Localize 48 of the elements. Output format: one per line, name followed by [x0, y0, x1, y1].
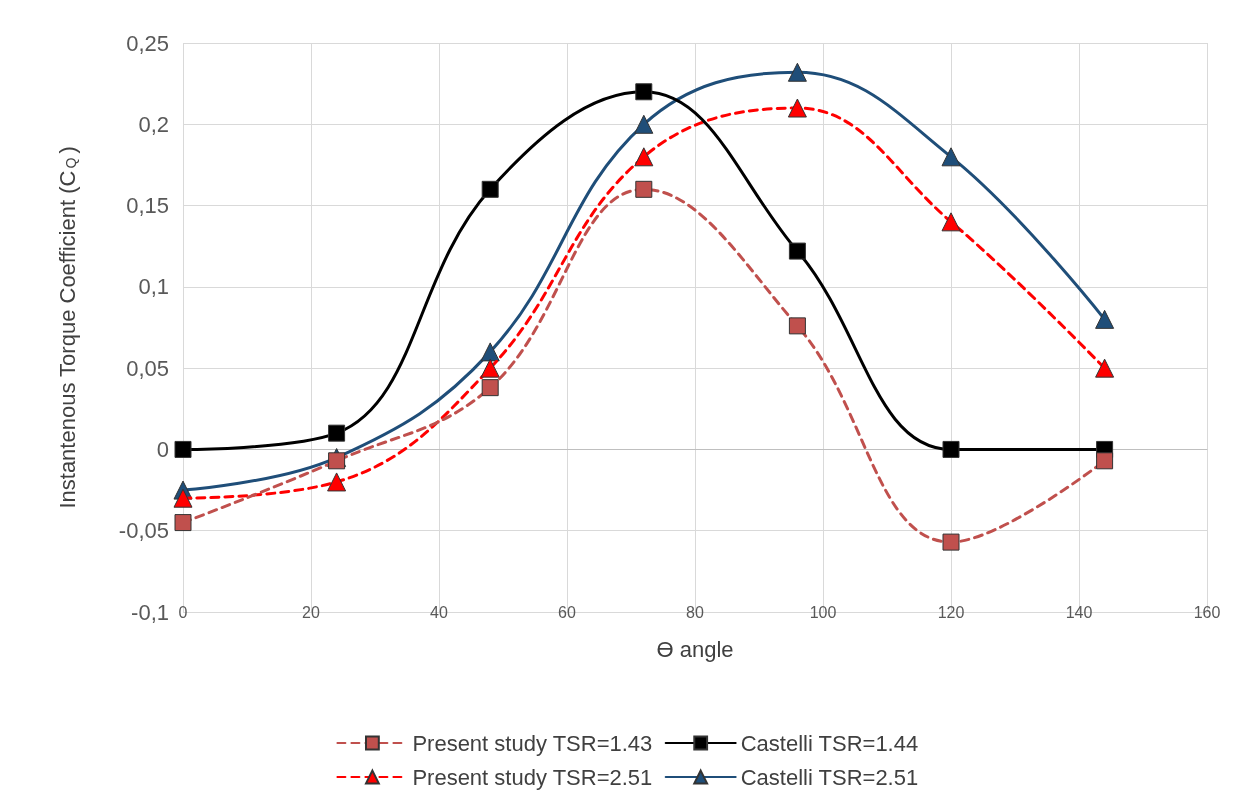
point — [788, 317, 806, 335]
point — [634, 147, 654, 167]
x-tick-label: 60 — [558, 603, 576, 621]
y-tick-label: 0,15 — [126, 193, 169, 219]
point — [787, 98, 807, 118]
y-tick-label: 0,25 — [126, 30, 169, 56]
point — [942, 533, 960, 551]
point — [328, 424, 346, 442]
y-axis-title: Instantenous Torque Coefficient (CQ) — [54, 146, 80, 509]
point — [787, 62, 807, 82]
legend-label: Present study TSR=2.51 — [412, 764, 653, 790]
legend-label: Castelli TSR=1.44 — [740, 730, 919, 756]
x-tick-label: 160 — [1193, 603, 1221, 621]
point — [634, 114, 654, 134]
legend-label: Castelli TSR=2.51 — [740, 764, 919, 790]
point — [481, 180, 499, 198]
point — [174, 440, 192, 458]
x-tick-label: 20 — [302, 603, 320, 621]
point — [941, 212, 961, 232]
y-tick-label: -0,1 — [131, 599, 169, 625]
point — [941, 147, 961, 167]
y-tick-label: 0,05 — [126, 355, 169, 381]
x-tick-label: 140 — [1065, 603, 1093, 621]
legend-label: Present study TSR=1.43 — [412, 730, 653, 756]
point — [635, 83, 653, 101]
point — [481, 379, 499, 397]
point — [788, 242, 806, 260]
point — [327, 472, 347, 492]
point — [480, 342, 500, 362]
x-tick-label: 80 — [686, 603, 704, 621]
y-tick-label: 0,2 — [138, 111, 169, 137]
point — [174, 514, 192, 532]
x-tick-label: 40 — [430, 603, 448, 621]
point — [1095, 309, 1115, 329]
x-tick-label: 100 — [809, 603, 837, 621]
point — [942, 440, 960, 458]
x-tick-label: 0 — [178, 603, 188, 621]
point — [1095, 358, 1115, 378]
point — [635, 180, 653, 198]
point — [1096, 452, 1114, 470]
point — [328, 452, 346, 470]
point — [173, 488, 193, 508]
y-tick-label: 0,1 — [138, 274, 169, 300]
x-axis-title: ϴ angle — [656, 636, 734, 662]
x-tick-label: 120 — [937, 603, 965, 621]
y-tick-label: -0,05 — [118, 518, 169, 544]
point — [480, 358, 500, 378]
y-tick-label: 0 — [156, 436, 169, 462]
